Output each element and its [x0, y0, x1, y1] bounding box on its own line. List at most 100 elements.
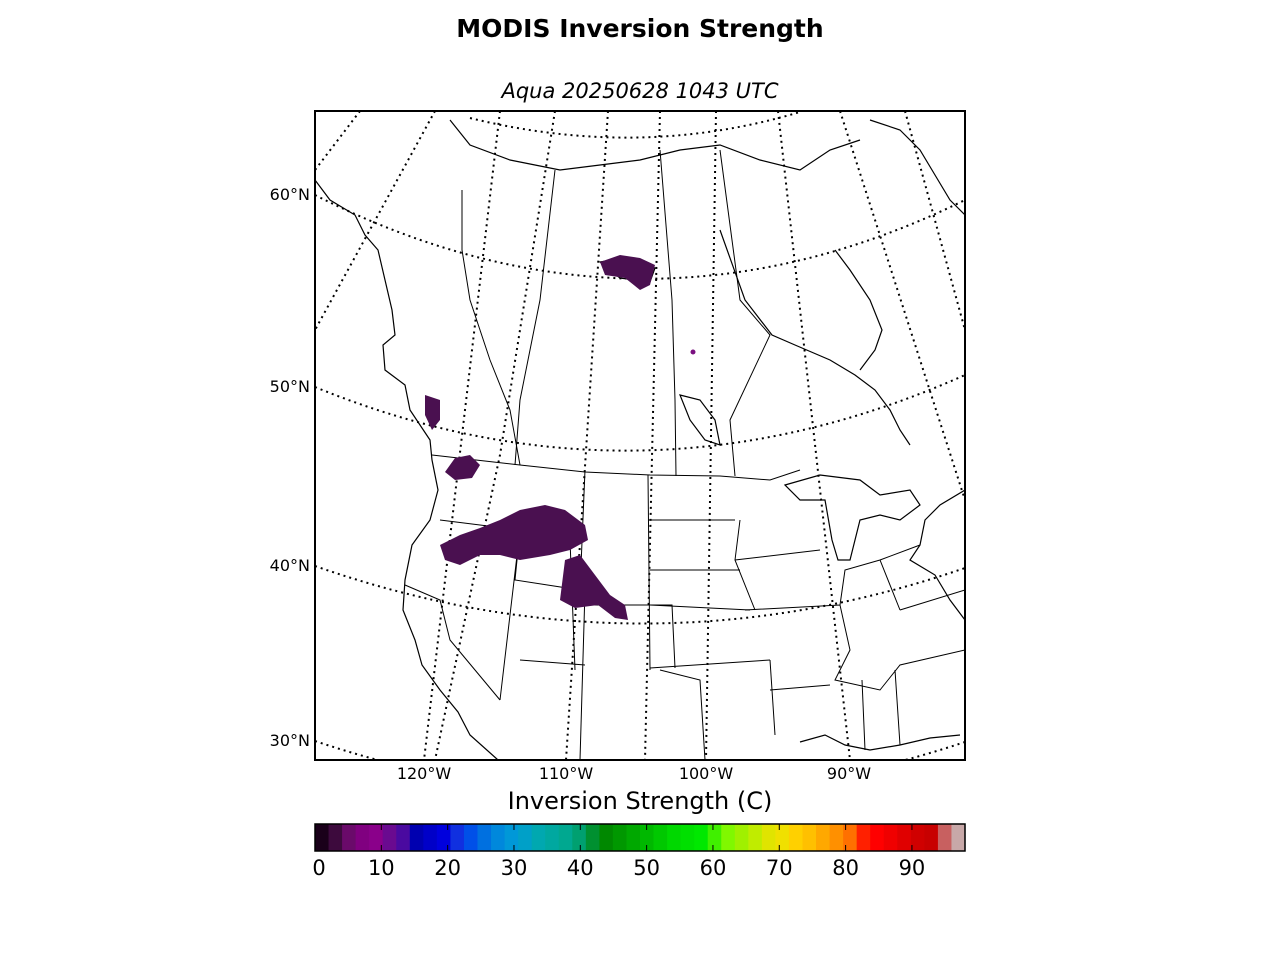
figure-subtitle: Aqua 20250628 1043 UTC: [501, 79, 779, 103]
meridian-100w: [705, 111, 717, 760]
inversion-region-wa: [445, 455, 480, 480]
map-frame: [314, 110, 966, 761]
colorbar-swatch: [328, 824, 343, 851]
boundaries: [404, 149, 965, 760]
colorbar-tick-label: 90: [898, 856, 926, 880]
parallel-50n: [315, 374, 965, 452]
colorbar-swatch: [640, 824, 655, 851]
inversion-region-colorado: [560, 555, 628, 620]
colorbar-label: Inversion Strength (C): [507, 787, 773, 815]
colorbar-swatch: [355, 824, 370, 851]
us-west-states: [439, 469, 821, 760]
pacific-coast: [315, 179, 499, 760]
meridian-120w: [423, 111, 501, 760]
meridian-130w: [315, 111, 361, 171]
colorbar-swatch: [924, 824, 939, 851]
colorbar-swatch: [653, 824, 668, 851]
colorbar-tick-label: 70: [765, 856, 793, 880]
colorbar-swatch: [856, 824, 871, 851]
colorbar-swatch: [423, 824, 438, 851]
meridian-105w: [644, 111, 661, 760]
hudson-bay-coast: [719, 229, 911, 446]
colorbar-swatch: [626, 824, 641, 851]
inversion-region-bc: [425, 395, 440, 430]
lon-label-90w: 90°W: [826, 764, 872, 783]
colorbar-swatch: [315, 824, 330, 851]
inversion-region-north: [600, 255, 655, 290]
colorbar-swatch: [369, 824, 384, 851]
colorbar-swatch: [504, 824, 519, 851]
colorbar-swatch: [802, 824, 817, 851]
colorbar-tick-label: 50: [633, 856, 660, 880]
lat-label-50: 50°N: [269, 377, 310, 396]
colorbar-tick-label: 0: [312, 856, 326, 880]
colorbar-swatch: [463, 824, 479, 851]
colorbar-tick-label: 80: [832, 856, 859, 880]
colorbar-swatch: [396, 824, 411, 851]
colorbar-swatch: [910, 824, 925, 851]
colorbar-tick-label: 40: [566, 856, 594, 880]
sask-manitoba-border: [659, 149, 677, 477]
colorbar-swatch: [870, 824, 885, 851]
us-central-states: [404, 544, 965, 751]
colorbar-swatch: [477, 824, 492, 851]
colorbar-swatch: [382, 824, 397, 851]
colorbar-swatch: [788, 824, 804, 851]
bc-alberta-border: [461, 190, 521, 466]
map-area[interactable]: [315, 111, 965, 796]
colorbar-swatch: [409, 824, 424, 851]
colorbar-swatch: [491, 824, 506, 851]
meridian-110w: [565, 111, 609, 760]
manitoba-ontario-border: [719, 149, 771, 477]
meridian-90w: [839, 111, 965, 501]
alberta-sask-border: [514, 169, 556, 466]
labrador-coast: [869, 119, 965, 216]
inversion-region-idaho: [440, 505, 588, 565]
colorbar-frame: [314, 823, 966, 852]
colorbar-swatch: [951, 824, 966, 851]
hudson-bay-west: [834, 249, 883, 371]
colorbar-tickmarks: [380, 824, 913, 851]
meridian-95w: [777, 111, 851, 760]
figure-title: MODIS Inversion Strength: [456, 14, 824, 43]
meridian-115w: [434, 111, 556, 760]
colorbar-tick-label: 10: [367, 856, 395, 880]
colorbar-swatch: [897, 824, 912, 851]
colorbar-swatch: [775, 824, 790, 851]
colorbar-swatch: [531, 824, 546, 851]
lat-label-60: 60°N: [269, 185, 310, 204]
colorbar-swatch: [883, 824, 898, 851]
colorbar-swatch: [518, 824, 533, 851]
lon-label-120w: 120°W: [396, 764, 452, 783]
meridian-85w: [904, 111, 965, 331]
colorbar-swatch: [843, 824, 858, 851]
colorbar-swatch: [707, 824, 722, 851]
inversion-data[interactable]: [425, 255, 696, 620]
colorbar-swatch: [748, 824, 763, 851]
lon-label-100w: 100°W: [678, 764, 734, 783]
colorbar-swatch: [545, 824, 560, 851]
gulf-coast: [799, 734, 961, 751]
colorbar-swatch: [829, 824, 844, 851]
colorbar-swatch: [734, 824, 749, 851]
colorbar-tick-label: 60: [699, 856, 727, 880]
colorbar-tick-label: 20: [434, 856, 461, 880]
colorbar-swatch: [342, 824, 357, 851]
colorbar-swatch: [667, 824, 682, 851]
parallel-70n: [469, 111, 801, 139]
lat-label-40: 40°N: [269, 556, 310, 575]
colorbar-swatch: [761, 824, 777, 851]
colorbar-swatches: [315, 824, 966, 851]
colorbar-swatch: [599, 824, 614, 851]
colorbar-swatch: [436, 824, 452, 851]
colorbar-swatch: [558, 824, 573, 851]
lake-winnipeg: [679, 394, 721, 446]
colorbar-swatch: [612, 824, 628, 851]
colorbar-swatch: [572, 824, 587, 851]
parallel-40n: [315, 565, 965, 625]
colorbar-swatch: [816, 824, 831, 851]
great-lakes: [783, 474, 921, 561]
colorbar-tick-label: 30: [500, 856, 528, 880]
graticule: [315, 111, 965, 760]
